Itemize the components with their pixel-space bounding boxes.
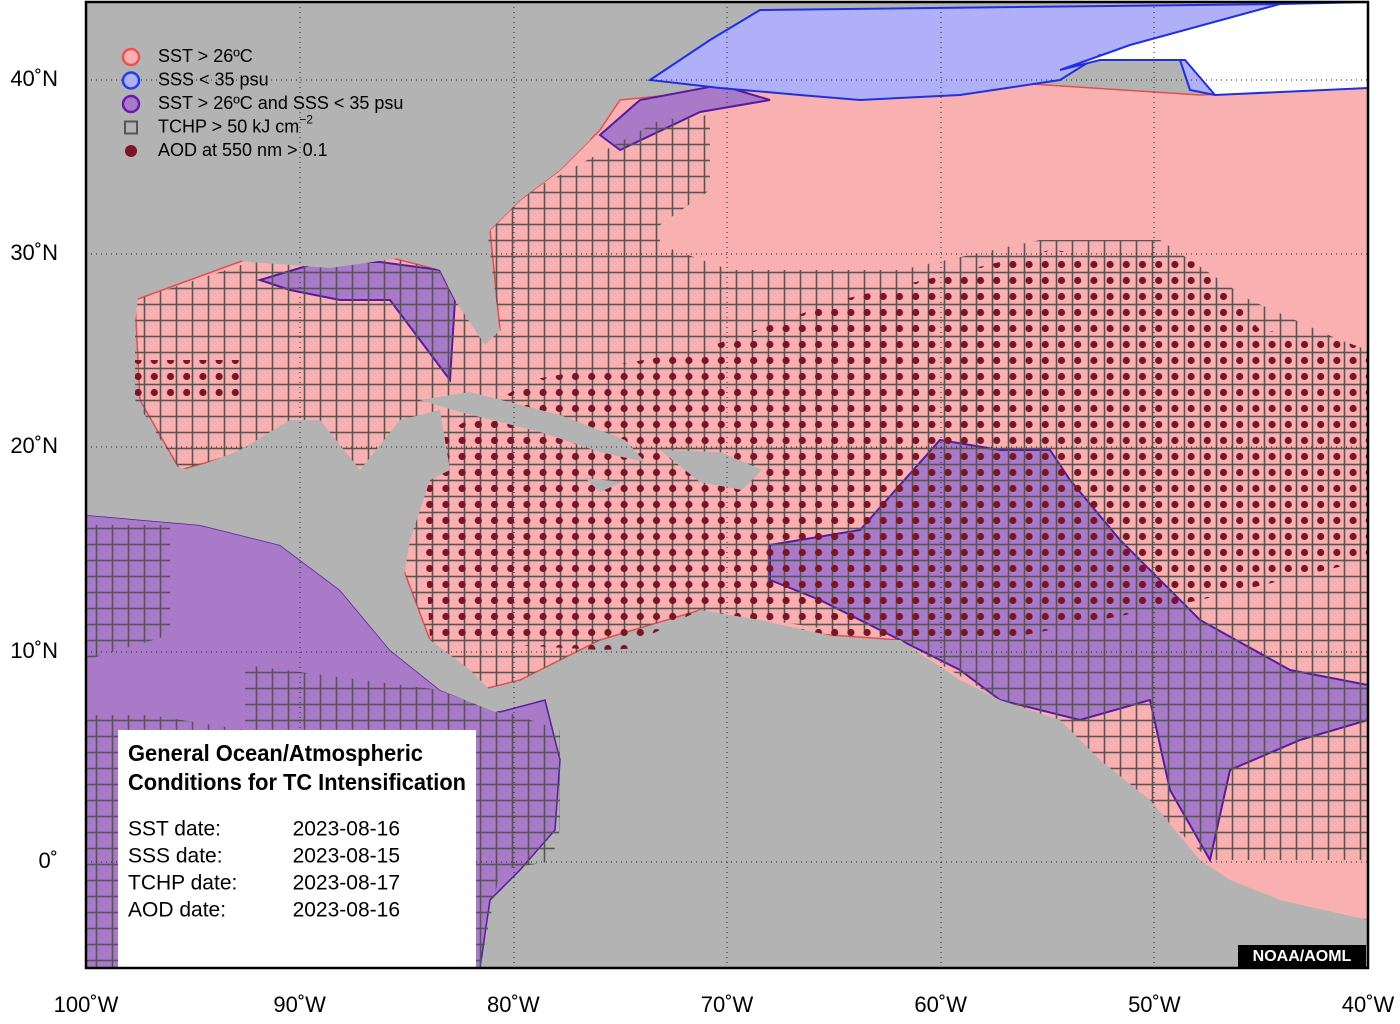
legend-label: TCHP > 50 kJ cm−2 xyxy=(158,113,313,137)
info-box xyxy=(118,730,476,968)
x-tick-label: 40˚W xyxy=(1342,992,1395,1017)
tchp-pacific xyxy=(86,525,170,660)
x-tick-label: 50˚W xyxy=(1128,992,1181,1017)
x-tick-label: 90˚W xyxy=(273,992,326,1017)
open-water xyxy=(1059,2,1368,97)
legend-marker xyxy=(121,47,141,67)
x-tick-label: 100˚W xyxy=(54,992,119,1017)
land-hispaniola xyxy=(660,450,762,490)
info-date-label: AOD date: xyxy=(128,899,226,922)
land-south-america xyxy=(500,610,1368,968)
legend-label: SST > 26ºC xyxy=(158,46,253,66)
info-date-value: 2023-08-16 xyxy=(293,818,400,841)
land-jamaica xyxy=(585,478,622,492)
info-title: General Ocean/Atmospheric xyxy=(128,740,423,766)
y-tick-label: 0˚ xyxy=(38,848,58,873)
legend-marker xyxy=(124,120,138,135)
legend-superscript: −2 xyxy=(299,113,313,127)
info-date-label: TCHP date: xyxy=(128,872,237,895)
land-cuba xyxy=(420,392,645,462)
info-date-label: SSS date: xyxy=(128,845,223,868)
x-tick-label: 60˚W xyxy=(914,992,967,1017)
info-title: Conditions for TC Intensification xyxy=(128,769,466,795)
x-tick-label: 70˚W xyxy=(701,992,754,1017)
frame xyxy=(84,0,1370,970)
aod-atlantic xyxy=(420,250,1368,650)
legend-label: SST > 26ºC and SSS < 35 psu xyxy=(158,93,403,113)
y-tick-label: 10˚N xyxy=(10,638,58,663)
credit-box xyxy=(1238,945,1366,967)
info-date-value: 2023-08-17 xyxy=(293,872,400,895)
info-date-value: 2023-08-15 xyxy=(293,845,400,868)
legend-marker xyxy=(125,145,137,157)
info-date-label: SST date: xyxy=(128,818,221,841)
legend-label: AOD at 550 nm > 0.1 xyxy=(158,140,328,160)
legend-label: SSS < 35 psu xyxy=(158,69,269,89)
credit: NOAA/AOML xyxy=(1253,948,1352,965)
y-tick-label: 40˚N xyxy=(10,66,58,91)
y-tick-label: 30˚N xyxy=(10,240,58,265)
legend-marker xyxy=(121,94,141,114)
aod-gulf xyxy=(135,360,245,405)
info-date-value: 2023-08-16 xyxy=(293,899,400,922)
land-north-america xyxy=(86,2,720,712)
y-tick-label: 20˚N xyxy=(10,433,58,458)
x-tick-label: 80˚W xyxy=(487,992,540,1017)
legend-marker xyxy=(121,71,141,90)
